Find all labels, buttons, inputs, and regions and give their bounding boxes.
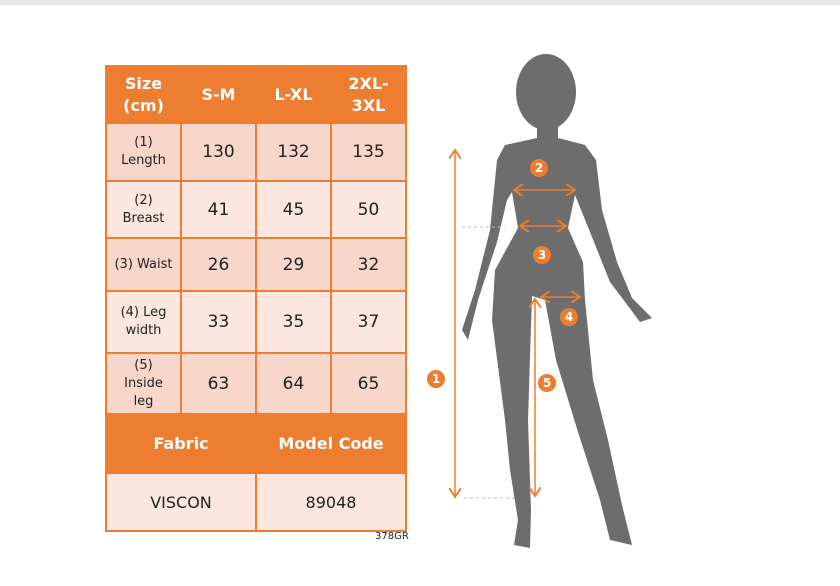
header-2xl-3xl: 2XL-3XL — [330, 65, 407, 124]
header-l-xl: L-XL — [255, 65, 332, 124]
cell: 132 — [255, 122, 332, 182]
svg-text:1: 1 — [432, 372, 440, 386]
svg-text:5: 5 — [543, 376, 551, 390]
table-row: (5) Inside leg 63 64 65 — [105, 352, 407, 415]
cell: 41 — [180, 180, 257, 239]
svg-text:2: 2 — [535, 161, 543, 175]
table-row: (4) Leg width 33 35 37 — [105, 290, 407, 354]
row-label: (5) Inside leg — [105, 352, 182, 415]
svg-text:4: 4 — [565, 310, 573, 324]
marker-3: 3 — [533, 246, 551, 264]
model-code-value: 89048 — [255, 472, 407, 532]
cell: 65 — [330, 352, 407, 415]
woman-silhouette — [462, 54, 652, 548]
header-s-m: S-M — [180, 65, 257, 124]
marker-4: 4 — [560, 308, 578, 326]
row-label: (2) Breast — [105, 180, 182, 239]
row-label: (4) Leg width — [105, 290, 182, 354]
marker-2: 2 — [530, 159, 548, 177]
fabric-header-row: Fabric Model Code — [105, 413, 407, 474]
fabric-value: VISCON — [105, 472, 257, 532]
cell: 130 — [180, 122, 257, 182]
cell: 35 — [255, 290, 332, 354]
table-row: (2) Breast 41 45 50 — [105, 180, 407, 239]
row-label: (3) Waist — [105, 237, 182, 292]
top-strip — [0, 0, 840, 5]
cell: 64 — [255, 352, 332, 415]
cell: 32 — [330, 237, 407, 292]
table-header-row: Size (cm) S-M L-XL 2XL-3XL — [105, 65, 407, 124]
cell: 135 — [330, 122, 407, 182]
marker-5: 5 — [538, 374, 556, 392]
cell: 37 — [330, 290, 407, 354]
cell: 26 — [180, 237, 257, 292]
cell: 33 — [180, 290, 257, 354]
table-row: (1) Length 130 132 135 — [105, 122, 407, 182]
header-size: Size (cm) — [105, 65, 182, 124]
svg-text:3: 3 — [538, 248, 546, 262]
cell: 50 — [330, 180, 407, 239]
product-code: 378GR — [375, 531, 409, 542]
row-label: (1) Length — [105, 122, 182, 182]
fabric-value-row: VISCON 89048 — [105, 472, 407, 532]
model-code-label: Model Code — [255, 413, 407, 474]
cell: 45 — [255, 180, 332, 239]
table-row: (3) Waist 26 29 32 — [105, 237, 407, 292]
fabric-label: Fabric — [105, 413, 257, 474]
marker-1: 1 — [427, 370, 445, 388]
cell: 63 — [180, 352, 257, 415]
cell: 29 — [255, 237, 332, 292]
size-chart-table: Size (cm) S-M L-XL 2XL-3XL (1) Length 13… — [105, 65, 407, 532]
